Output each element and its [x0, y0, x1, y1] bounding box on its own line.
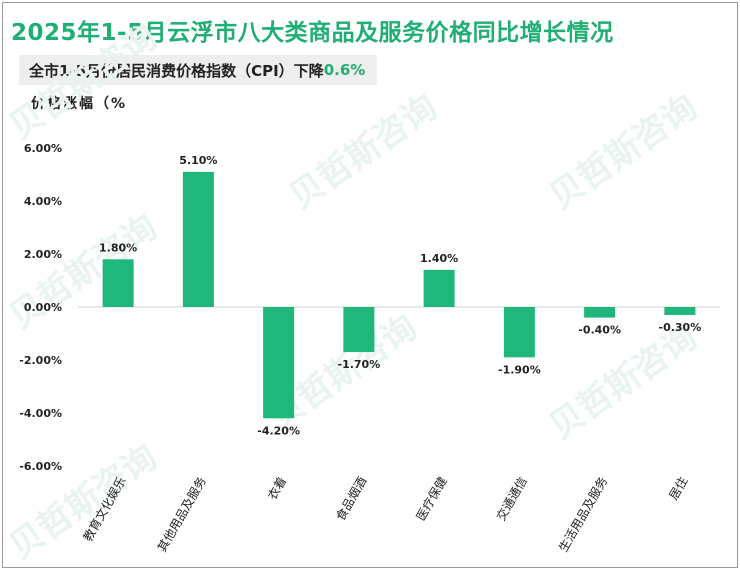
- data-label: -0.30%: [659, 321, 702, 334]
- x-tick-label: 生活用品及服务: [555, 474, 610, 554]
- data-label: -1.90%: [498, 363, 541, 376]
- cpi-summary-box: 全市1-5月份居民消费价格指数（CPI）下降 0.6%: [19, 55, 378, 85]
- y-tick-label: -2.00%: [19, 354, 62, 367]
- x-tick-label: 居住: [666, 475, 690, 503]
- bar: [102, 259, 134, 307]
- x-tick-label: 衣着: [264, 474, 289, 502]
- y-tick-label: 0.00%: [24, 301, 62, 314]
- watermark-text: 贝哲斯咨询: [2, 437, 164, 567]
- y-tick-label: -6.00%: [19, 460, 62, 473]
- bar: [263, 307, 295, 419]
- x-tick-label: 食品烟酒: [332, 474, 369, 523]
- x-tick-label: 医疗保健: [414, 475, 450, 524]
- watermark-text: 贝哲斯咨询: [2, 207, 164, 337]
- data-label: -1.70%: [338, 358, 381, 371]
- bar: [343, 307, 375, 353]
- data-label: 1.40%: [420, 252, 458, 265]
- y-tick-label: 4.00%: [24, 195, 62, 208]
- y-tick-label: 2.00%: [24, 248, 62, 261]
- cpi-summary-value: 0.6%: [323, 61, 366, 79]
- y-tick-label: 6.00%: [24, 142, 62, 155]
- y-tick-label: -4.00%: [19, 407, 62, 420]
- y-axis-label: 价格涨幅（%: [31, 96, 128, 112]
- bar: [182, 171, 214, 307]
- data-label: -0.40%: [578, 324, 621, 337]
- x-tick-label: 其他用品及服务: [154, 474, 209, 554]
- bar: [423, 269, 455, 307]
- data-label: 1.80%: [99, 241, 137, 254]
- watermark-text: 贝哲斯咨询: [542, 317, 704, 447]
- cpi-summary-text: 全市1-5月份居民消费价格指数（CPI）下降: [29, 61, 324, 80]
- x-tick-label: 交通通信: [493, 474, 530, 523]
- watermark-text: 贝哲斯咨询: [282, 87, 444, 217]
- data-label: 5.10%: [179, 154, 217, 167]
- data-label: -4.20%: [257, 424, 300, 437]
- watermark-text: 贝哲斯咨询: [2, 17, 164, 147]
- chart-title: 2025年1-5月云浮市八大类商品及服务价格同比增长情况: [11, 20, 614, 46]
- bar: [584, 307, 616, 318]
- watermark-text: 贝哲斯咨询: [542, 87, 704, 217]
- bar: [664, 307, 696, 315]
- bar: [503, 307, 535, 358]
